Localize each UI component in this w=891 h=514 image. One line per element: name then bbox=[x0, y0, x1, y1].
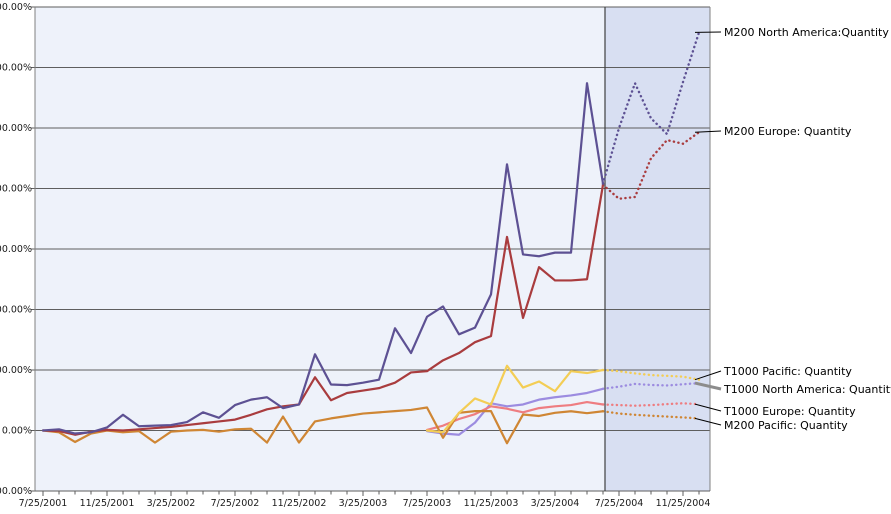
series-label-m200-north-america-quantity: M200 North America:Quantity bbox=[724, 26, 889, 39]
x-axis-label: 7/25/2002 bbox=[211, 498, 260, 509]
series-line-m200-europe-quantity bbox=[41, 183, 605, 436]
y-axis-label: 2000.00% bbox=[0, 184, 32, 195]
callout-line-t1000-pacific-quantity bbox=[694, 370, 722, 381]
x-axis-label: 11/25/2003 bbox=[464, 498, 519, 509]
series-forecast-line-m200-north-america-quantity bbox=[601, 31, 701, 185]
x-axis-label: 11/25/2004 bbox=[656, 498, 711, 509]
x-axis-label: 3/25/2004 bbox=[531, 498, 580, 509]
y-axis-label: 2500.00% bbox=[0, 123, 32, 134]
series-line-t1000-pacific-quantity bbox=[425, 364, 605, 434]
y-axis-label: -500.00% bbox=[0, 486, 32, 497]
x-axis-label: 11/25/2002 bbox=[272, 498, 327, 509]
series-label-t1000-pacific-quantity: T1000 Pacific: Quantity bbox=[723, 365, 852, 378]
y-axis-label: 3500.00% bbox=[0, 2, 32, 13]
x-axis-label: 11/25/2001 bbox=[80, 498, 135, 509]
series-label-m200-europe-quantity: M200 Europe: Quantity bbox=[724, 125, 852, 138]
x-axis-label: 7/25/2001 bbox=[19, 498, 68, 509]
y-axis-label: 1000.00% bbox=[0, 305, 32, 316]
y-axis-label: 1500.00% bbox=[0, 244, 32, 255]
callout-line-t1000-north-america-quantity bbox=[694, 381, 722, 391]
series-line-m200-north-america-quantity bbox=[41, 82, 605, 435]
y-axis-label: 0.00% bbox=[2, 426, 32, 437]
x-axis-label: 7/25/2004 bbox=[595, 498, 644, 509]
callout-line-t1000-europe-quantity bbox=[694, 403, 722, 412]
callout-line-m200-europe-quantity bbox=[694, 130, 722, 133]
series-line-t1000-north-america-quantity bbox=[425, 387, 605, 436]
series-line-m200-pacific-quantity bbox=[41, 406, 605, 445]
y-axis-label: 500.00% bbox=[0, 365, 32, 376]
x-axis-label: 7/25/2003 bbox=[403, 498, 452, 509]
series-forecast-line-m200-europe-quantity bbox=[601, 131, 701, 200]
series-label-m200-pacific-quantity: M200 Pacific: Quantity bbox=[724, 419, 848, 432]
x-axis-label: 3/25/2002 bbox=[147, 498, 196, 509]
x-axis-label: 3/25/2003 bbox=[339, 498, 388, 509]
y-axis-label: 3000.00% bbox=[0, 63, 32, 74]
series-line-t1000-europe-quantity bbox=[425, 400, 605, 431]
series-label-t1000-europe-quantity: T1000 Europe: Quantity bbox=[723, 405, 856, 418]
series-label-t1000-north-america-quantity: T1000 North America: Quantity bbox=[723, 383, 891, 396]
callout-line-m200-pacific-quantity bbox=[694, 417, 722, 426]
